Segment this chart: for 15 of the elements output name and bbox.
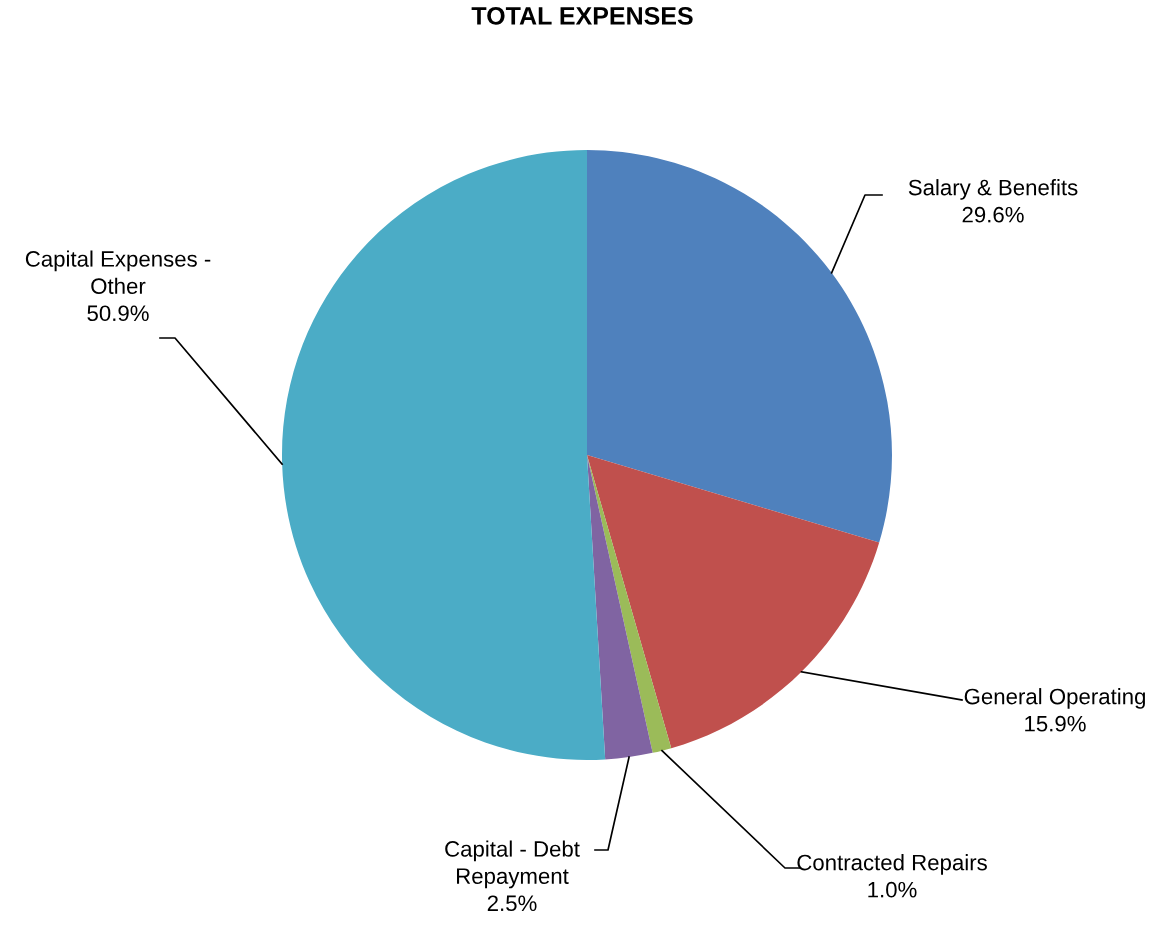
data-label: 29.6% bbox=[962, 206, 1024, 223]
slice-label: Capital Expenses - Other bbox=[25, 250, 211, 294]
slice-label: Contracted Repairs bbox=[797, 854, 987, 875]
pie-slice bbox=[282, 150, 606, 760]
chart-title: TOTAL EXPENSES bbox=[471, 7, 693, 25]
data-label: 1.0% bbox=[868, 881, 917, 898]
data-label: 50.9% bbox=[87, 305, 149, 322]
data-label: 2.5% bbox=[487, 895, 537, 912]
slice-label: Salary & Benefits bbox=[908, 179, 1078, 200]
pie-slice bbox=[587, 455, 880, 749]
slice-label: Capital - Debt Repayment bbox=[445, 840, 580, 889]
pie-slice bbox=[587, 150, 892, 543]
data-label: 15.9% bbox=[1025, 715, 1086, 732]
pie-slice bbox=[587, 455, 653, 760]
slice-label: General Operating bbox=[964, 688, 1145, 709]
